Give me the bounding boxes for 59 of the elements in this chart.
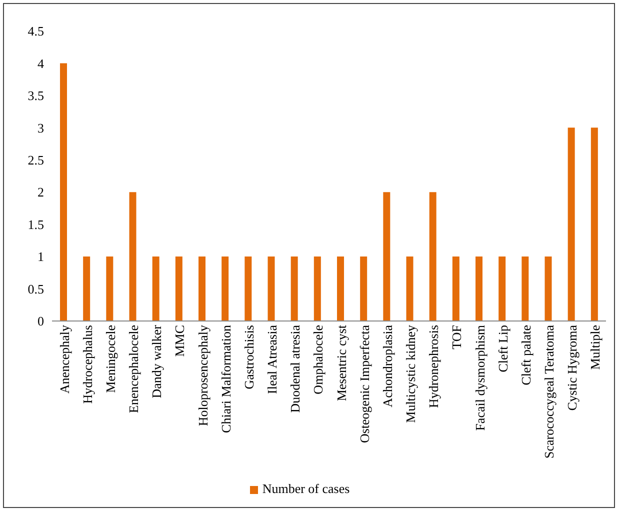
x-tick-label: Multicystic kidney <box>403 324 418 423</box>
y-tick-label: 1 <box>38 249 44 264</box>
bar <box>522 256 529 321</box>
x-tick-label: Ileal Atreasia <box>264 324 280 394</box>
bar <box>129 192 136 321</box>
x-tick-label: Multiple <box>588 324 603 370</box>
x-tick-label: Mesentric cyst <box>334 324 349 402</box>
bar <box>476 256 482 321</box>
x-tick-label: MMC <box>172 325 188 357</box>
bar <box>244 256 252 321</box>
y-tick-label: 0.5 <box>28 281 44 296</box>
bar <box>106 256 114 321</box>
bar <box>406 256 414 321</box>
x-tick-label: Osteogenic Imperfecta <box>356 324 372 444</box>
x-tick-label: Meningocele <box>102 324 118 393</box>
x-tick-label: Cystic Hygroma <box>564 324 580 411</box>
bar <box>337 256 344 321</box>
y-tick-label: 4 <box>38 56 44 71</box>
y-tick-label: 0 <box>38 314 44 329</box>
bar <box>290 256 298 321</box>
x-tick-label: Cleft palate <box>518 324 534 386</box>
bar <box>268 256 275 321</box>
y-tick-label: 2 <box>38 184 44 200</box>
x-tick-label: Duodenal atresia <box>288 324 303 413</box>
x-tick-label: Hydrocephalus <box>80 325 95 404</box>
x-tick-label: Chiari Malformation <box>218 324 234 433</box>
bar <box>383 192 390 321</box>
bar <box>544 256 552 321</box>
x-tick-label: Gastrochisis <box>241 325 256 390</box>
y-tick-label: 4.5 <box>28 24 44 39</box>
bar <box>175 256 182 321</box>
x-tick-label: Dandy walker <box>149 324 164 398</box>
bar <box>568 128 575 321</box>
bar <box>83 256 90 321</box>
bar <box>498 256 506 321</box>
bar <box>590 128 598 321</box>
x-tick-label: Anencephaly <box>56 324 72 394</box>
x-tick-label: Enencephalocele <box>126 324 142 414</box>
bar <box>314 256 321 321</box>
y-tick-label: 1.5 <box>28 216 44 232</box>
y-tick-label: 3.5 <box>28 88 44 104</box>
bar <box>222 256 229 321</box>
y-tick-label: 2.5 <box>28 152 44 168</box>
x-tick-label: Facail dysmorphism <box>472 325 488 431</box>
bar <box>60 63 67 321</box>
bar <box>198 256 206 321</box>
legend-label: Number of cases <box>262 481 350 496</box>
bar <box>429 192 436 321</box>
x-tick-label: Holoprosencephaly <box>195 324 210 426</box>
y-tick-label: 3 <box>38 120 44 136</box>
x-tick-label: Scarococcygeal Teratoma <box>542 324 557 458</box>
bar <box>152 256 160 321</box>
bar <box>360 256 368 321</box>
x-tick-label: Achondroplasia <box>380 324 395 408</box>
x-tick-label: Omphalocele <box>310 324 326 394</box>
bar <box>452 256 460 321</box>
x-tick-label: Cleft Lip <box>495 325 510 372</box>
x-tick-label: TOF <box>449 325 464 350</box>
x-tick-label: Hydronephrosis <box>426 325 442 408</box>
